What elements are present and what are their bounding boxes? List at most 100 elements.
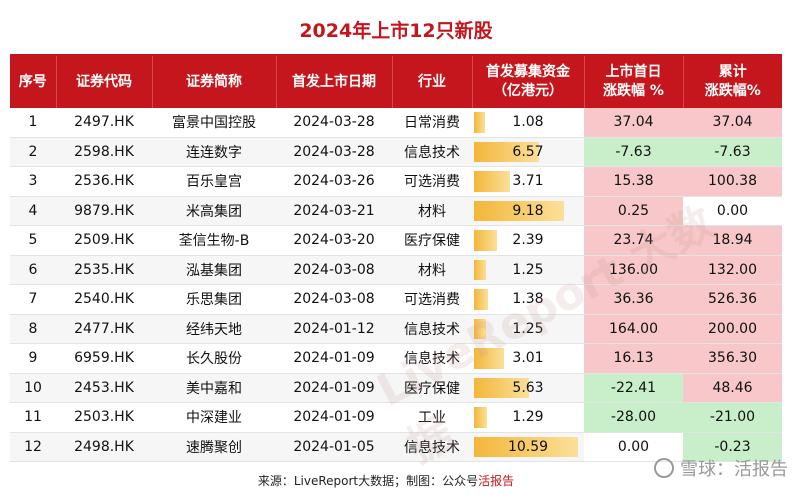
xueqiu-watermark: 雪球：活报告 [654, 455, 788, 481]
cell-date: 2024-01-09 [276, 402, 392, 433]
table-row: 6 2535.HK 泓基集团 2024-03-08 材料 1.25 136.00 132.00 [10, 255, 782, 285]
header-cumulative: 累计 涨跌幅% [683, 56, 782, 108]
cell-code: 2598.HK [56, 137, 152, 167]
cell-industry: 可选消费 [392, 284, 472, 315]
cell-code: 2477.HK [56, 314, 152, 344]
cell-date: 2024-03-08 [276, 284, 392, 315]
cell-first-day-change: 15.38 [584, 166, 683, 197]
cell-seq: 4 [10, 196, 56, 226]
cell-code: 2503.HK [56, 402, 152, 433]
cell-industry: 医疗保健 [392, 225, 472, 256]
cell-seq: 2 [10, 137, 56, 167]
header-first-line1: 上市首日 [605, 64, 662, 80]
table-row: 10 2453.HK 美中嘉和 2024-01-09 医疗保健 5.63 -22.41 48.… [10, 373, 782, 403]
cell-cumulative-change: 0.00 [683, 196, 782, 226]
header-seq: 序号 [10, 56, 57, 108]
cell-industry: 信息技术 [392, 432, 472, 462]
cell-seq: 1 [10, 108, 56, 138]
cell-cumulative-change: -21.00 [683, 402, 782, 433]
cell-date: 2024-03-08 [276, 255, 392, 285]
header-industry: 行业 [392, 56, 473, 108]
table-row: 7 2540.HK 乐思集团 2024-03-08 可选消费 1.38 36.36 526.3… [10, 284, 782, 315]
snowball-logo-icon [654, 458, 674, 478]
table-header-row: 序号 证券代码 证券简称 首发上市日期 行业 首发募集资金 （亿港元） 上市首日… [10, 56, 782, 108]
header-cum-line2: 涨跌幅% [704, 83, 761, 99]
header-name: 证券简称 [152, 56, 277, 108]
table-row: 5 2509.HK 荃信生物-B 2024-03-20 医疗保健 2.39 23.74 18.… [10, 225, 782, 256]
table-row: 2 2598.HK 连连数字 2024-03-28 信息技术 6.57 -7.63 -7.63 [10, 137, 782, 167]
table-body: 1 2497.HK 富景中国控股 2024-03-28 日常消费 1.08 37.04 37.… [10, 108, 782, 462]
fund-value: 6.57 [512, 143, 544, 160]
cell-fund: 3.01 [472, 343, 584, 374]
fund-bar [474, 171, 511, 192]
cell-code: 9879.HK [56, 196, 152, 226]
cell-fund: 2.39 [472, 225, 584, 256]
fund-value: 1.38 [512, 291, 544, 308]
cell-seq: 7 [10, 284, 56, 315]
table-row: 1 2497.HK 富景中国控股 2024-03-28 日常消费 1.08 37.04 37.… [10, 108, 782, 138]
cell-name: 富景中国控股 [152, 108, 276, 138]
cell-cumulative-change: 37.04 [683, 108, 782, 138]
cell-cumulative-change: -7.63 [683, 137, 782, 167]
header-fund-line2: （亿港元） [493, 83, 563, 99]
cell-cumulative-change: 100.38 [683, 166, 782, 197]
cell-name: 速腾聚创 [152, 432, 276, 462]
cell-industry: 信息技术 [392, 343, 472, 374]
header-code: 证券代码 [56, 56, 153, 108]
table-row: 11 2503.HK 中深建业 2024-01-09 工业 1.29 -28.00 -21.0… [10, 402, 782, 433]
ipo-table-frame: 2024年上市12只新股 序号 证券代码 证券简称 首发上市日期 行业 首发募集… [10, 8, 782, 478]
cell-code: 2536.HK [56, 166, 152, 197]
cell-fund: 1.25 [472, 255, 584, 285]
cell-cumulative-change: 200.00 [683, 314, 782, 344]
table-row: 8 2477.HK 经纬天地 2024-01-12 信息技术 1.25 164.00 200.… [10, 314, 782, 344]
cell-name: 荃信生物-B [152, 225, 276, 256]
fund-value: 5.63 [512, 379, 544, 396]
cell-industry: 医疗保健 [392, 373, 472, 403]
fund-bar [474, 289, 488, 310]
cell-first-day-change: 16.13 [584, 343, 683, 374]
header-cum-line1: 累计 [718, 64, 747, 80]
cell-seq: 3 [10, 166, 56, 197]
cell-seq: 6 [10, 255, 56, 285]
fund-bar [474, 348, 504, 369]
cell-name: 经纬天地 [152, 314, 276, 344]
cell-cumulative-change: 526.36 [683, 284, 782, 315]
watermark-text: 雪球：活报告 [680, 459, 788, 480]
fund-value: 10.59 [507, 438, 549, 455]
header-first-line2: 涨跌幅 % [603, 83, 664, 99]
cell-seq: 5 [10, 225, 56, 256]
table-row: 3 2536.HK 百乐皇宫 2024-03-26 可选消费 3.71 15.38 100.3… [10, 166, 782, 197]
cell-name: 乐思集团 [152, 284, 276, 315]
fund-value: 2.39 [512, 232, 544, 249]
fund-value: 3.71 [512, 173, 544, 190]
fund-bar [474, 259, 487, 280]
cell-cumulative-change: 18.94 [683, 225, 782, 256]
cell-fund: 1.29 [472, 402, 584, 433]
cell-date: 2024-03-28 [276, 137, 392, 167]
cell-first-day-change: -22.41 [584, 373, 683, 403]
header-fund-line1: 首发募集资金 [486, 64, 570, 80]
ipo-table: 序号 证券代码 证券简称 首发上市日期 行业 首发募集资金 （亿港元） 上市首日… [10, 56, 782, 462]
table-title: 2024年上市12只新股 [10, 8, 782, 56]
cell-seq: 12 [10, 432, 56, 462]
footer-source: 来源：LiveReport大数据；制图：公众号 [257, 474, 479, 488]
fund-value: 3.01 [512, 350, 544, 367]
cell-cumulative-change: 132.00 [683, 255, 782, 285]
fund-bar [474, 407, 487, 428]
cell-date: 2024-01-12 [276, 314, 392, 344]
cell-date: 2024-01-09 [276, 373, 392, 403]
table-row: 9 6959.HK 长久股份 2024-01-09 信息技术 3.01 16.13 356.3… [10, 343, 782, 374]
cell-name: 长久股份 [152, 343, 276, 374]
header-date: 首发上市日期 [276, 56, 393, 108]
cell-code: 2509.HK [56, 225, 152, 256]
fund-bar [474, 141, 539, 162]
cell-first-day-change: 136.00 [584, 255, 683, 285]
cell-seq: 9 [10, 343, 56, 374]
cell-name: 百乐皇宫 [152, 166, 276, 197]
cell-cumulative-change: -0.23 [683, 432, 782, 462]
fund-bar [474, 318, 487, 339]
source-footer: 来源：LiveReport大数据；制图：公众号活报告 [0, 470, 772, 492]
cell-fund: 1.38 [472, 284, 584, 315]
cell-name: 美中嘉和 [152, 373, 276, 403]
cell-industry: 信息技术 [392, 137, 472, 167]
